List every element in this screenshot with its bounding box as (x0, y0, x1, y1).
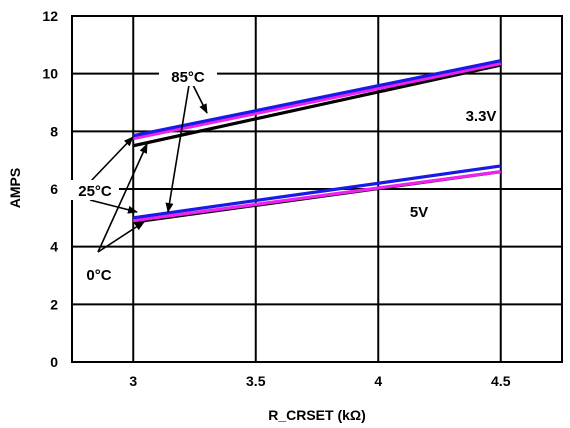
x-tick-label: 3 (129, 373, 137, 389)
arrow-0-to-5v (97, 221, 145, 253)
arrow-25-to-5v (89, 199, 138, 214)
label-bg-0c (77, 264, 121, 284)
annotation-25c: 25°C (78, 183, 112, 200)
arrow-25-to-33v (89, 136, 134, 183)
annotation-3-3v: 3.3V (466, 108, 497, 125)
series-line (133, 164, 501, 220)
series-line (133, 170, 501, 223)
annotation-5v: 5V (410, 204, 428, 221)
x-tick-label: 3.5 (246, 373, 266, 389)
annotation-85c: 85°C (171, 69, 205, 86)
series-lines (132, 59, 502, 224)
series-line (132, 62, 502, 141)
label-bg-85c (159, 66, 217, 86)
y-tick-label: 2 (50, 296, 58, 312)
series-line (132, 63, 502, 148)
y-tick-label: 6 (50, 181, 58, 197)
x-tick-label: 4.5 (491, 373, 511, 389)
tick-labels: 3 3.5 4 4.5 0 2 4 6 8 10 12 (42, 8, 510, 389)
x-axis-title: R_CRSET (kΩ) (268, 407, 366, 423)
arrow-85-to-5v (165, 78, 191, 213)
y-tick-label: 4 (50, 239, 58, 255)
y-tick-label: 8 (50, 123, 58, 139)
arrow-0-to-33v (97, 143, 148, 253)
y-axis-title: AMPS (7, 168, 23, 208)
y-tick-label: 0 (50, 354, 58, 370)
annotation-arrows (89, 78, 208, 253)
x-tick-label: 4 (374, 373, 382, 389)
label-bg-25c (71, 180, 119, 200)
y-tick-label: 12 (42, 8, 58, 24)
y-tick-label: 10 (42, 66, 58, 82)
series-line (132, 59, 502, 138)
annotation-0c: 0°C (86, 267, 111, 284)
